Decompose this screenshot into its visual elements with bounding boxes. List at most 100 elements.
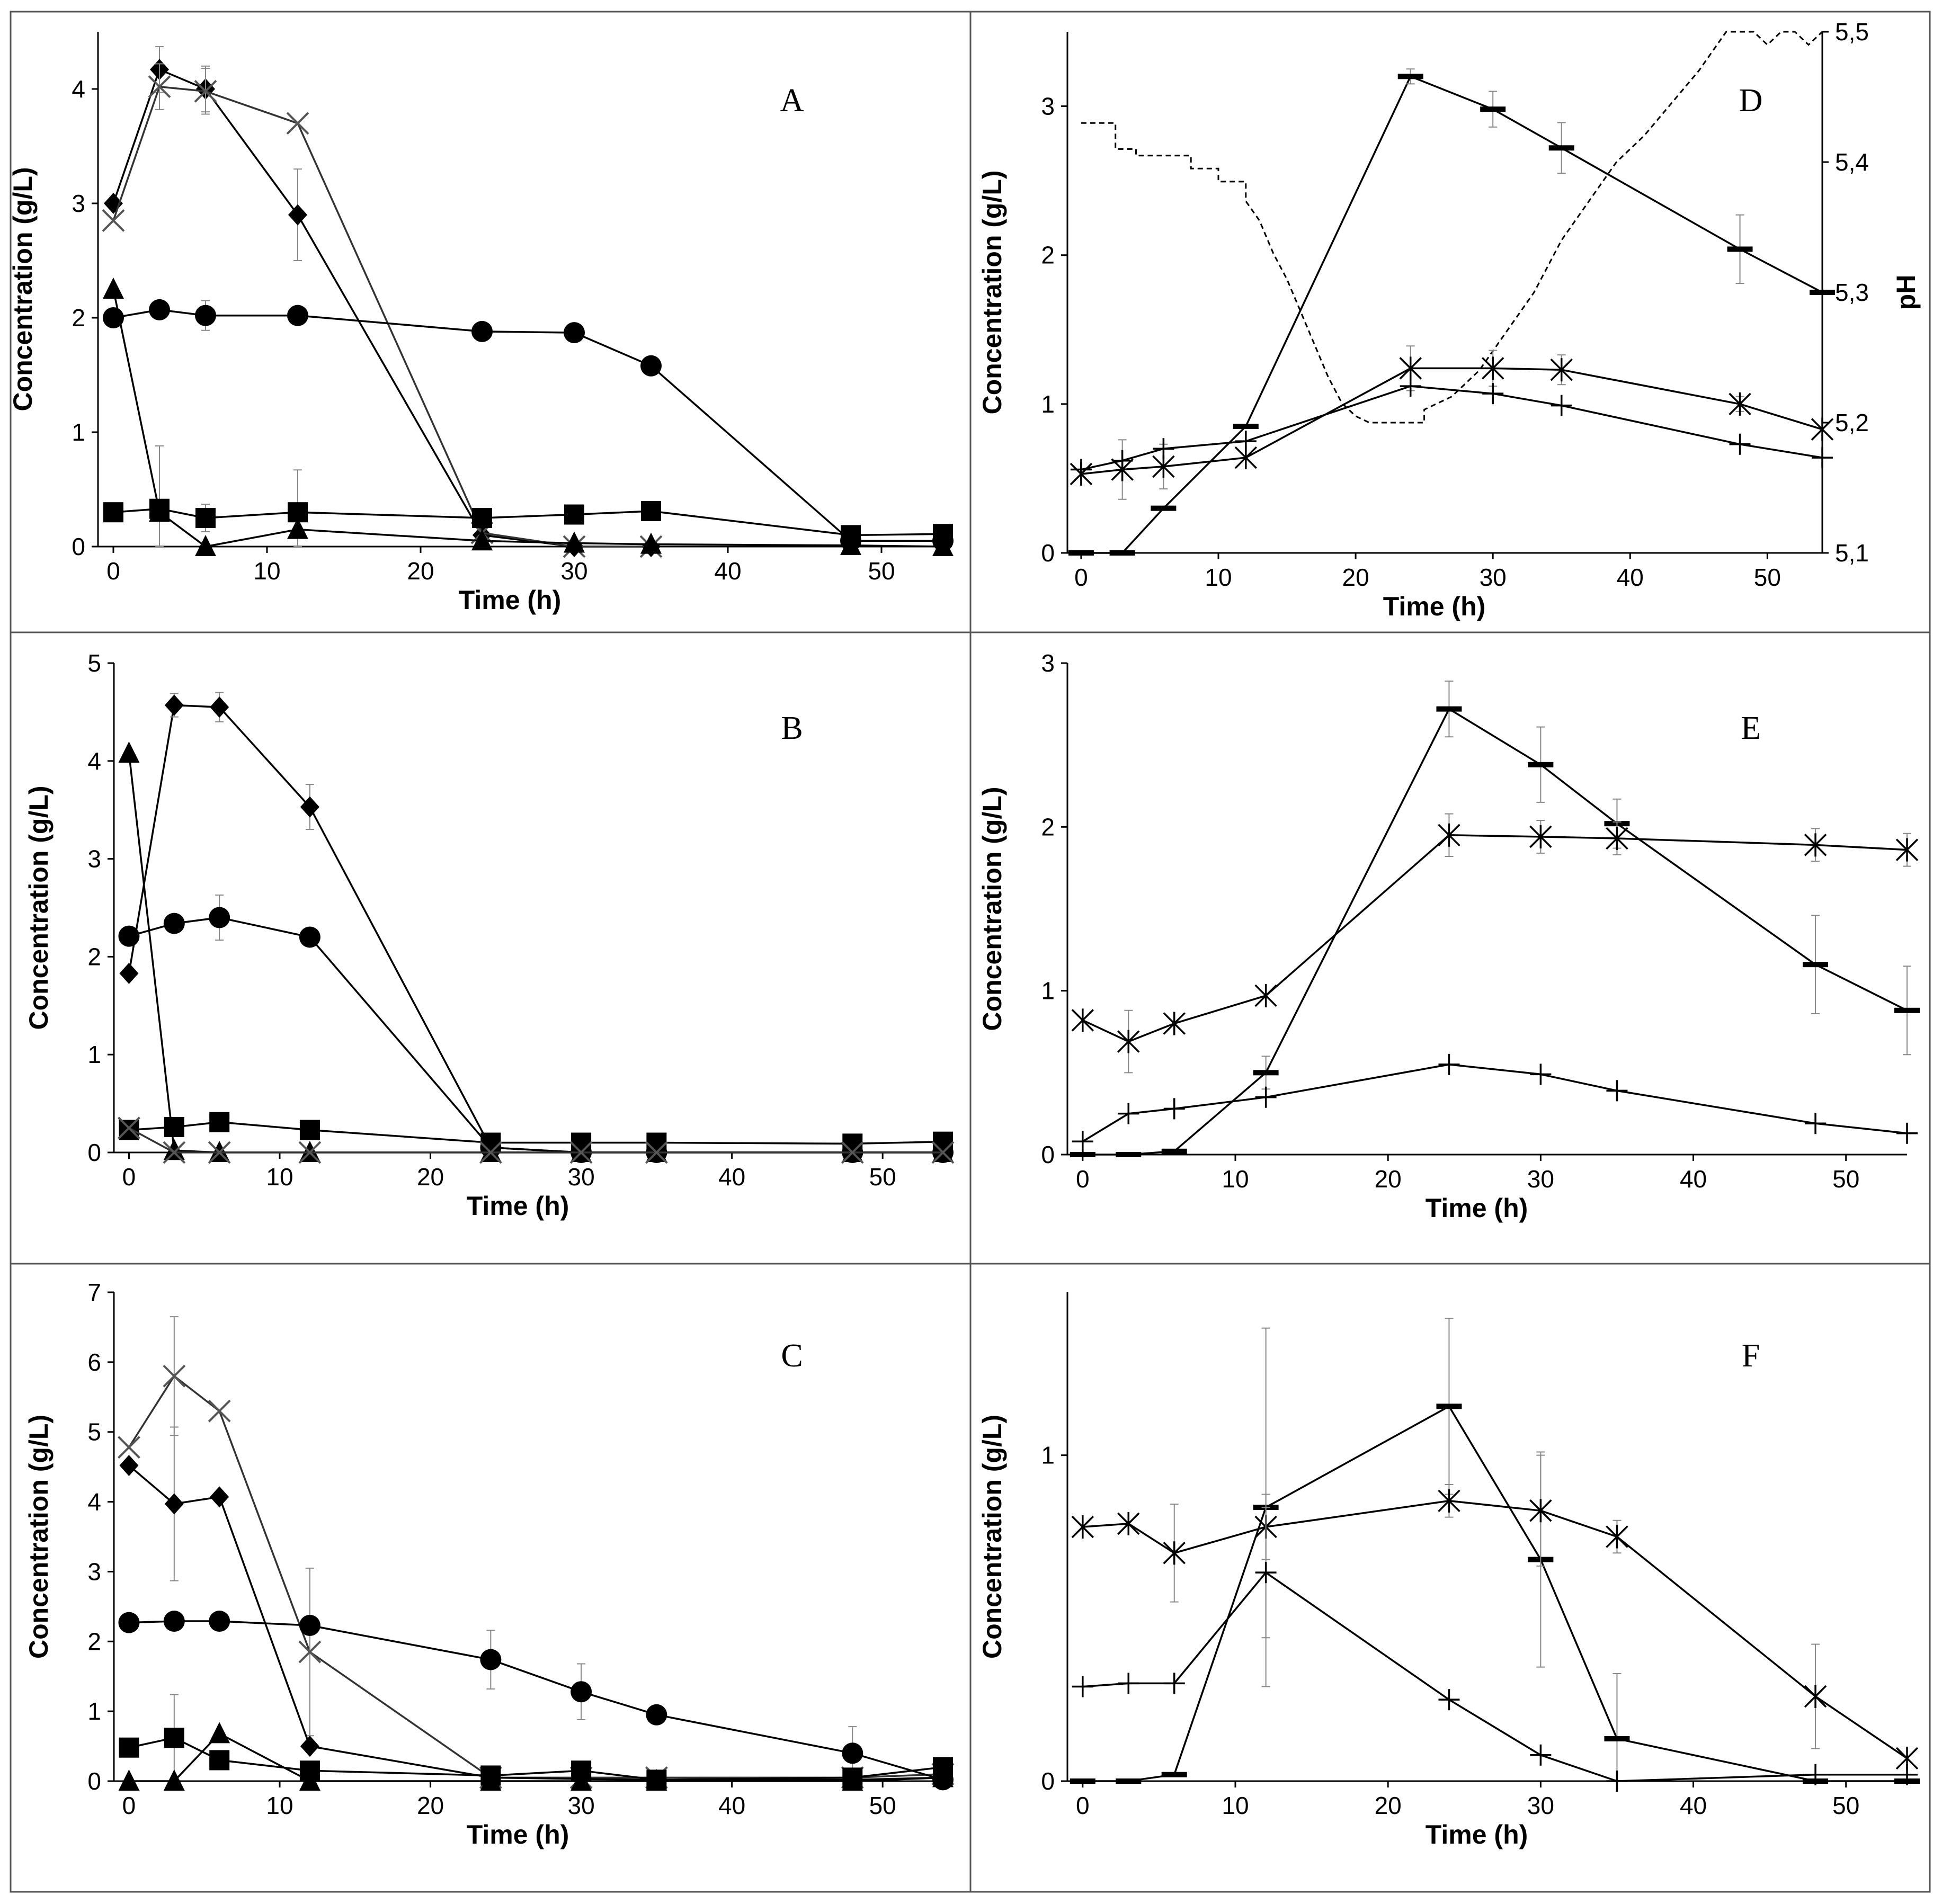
- cross-stroke: [148, 75, 171, 99]
- data-point-dash: [1604, 1736, 1630, 1742]
- data-point-circle: [209, 1611, 230, 1632]
- cross-stroke: [569, 1141, 593, 1164]
- x-tick-label: 40: [1680, 1792, 1707, 1819]
- panel-label: F: [1742, 1338, 1760, 1374]
- series-line: [128, 1127, 943, 1154]
- data-point-circle: [118, 925, 140, 947]
- y-tick-label: 3: [72, 190, 85, 217]
- data-point-circle: [480, 1649, 502, 1670]
- data-point-diamond: [119, 1455, 139, 1477]
- data-point-cross: [298, 1640, 322, 1664]
- data-point-circle: [163, 1611, 185, 1632]
- x-tick-label: 10: [253, 557, 280, 585]
- cross-stroke: [208, 1141, 231, 1164]
- data-point-triangle: [932, 535, 954, 556]
- axes: 0 10 20 30 40 50 0 1 2 3 4 5 6 7 Time (h) Concentration…: [24, 1279, 943, 1849]
- data-point-plus: [1896, 1764, 1918, 1785]
- series-triangle: [118, 1722, 954, 1791]
- series-circle: [118, 1611, 954, 1791]
- data-point-cross: [208, 1399, 231, 1423]
- series-cross: [102, 63, 663, 558]
- axes: 0 10 20 30 40 50 0 1 Time (h) Concentration (g/L): [977, 1292, 1907, 1849]
- series-asterisk: [1070, 345, 1834, 500]
- chart-panel-c: 0 10 20 30 40 50 0 1 2 3 4 5 6 7 Time (h) Concentration…: [24, 1279, 955, 1849]
- y2-axis-label: pH: [1891, 275, 1921, 310]
- data-point-asterisk: [1163, 1012, 1186, 1035]
- data-point-diamond: [119, 962, 139, 984]
- data-point-plus: [1153, 438, 1174, 460]
- cross-stroke: [298, 1141, 322, 1164]
- data-point-plus: [1606, 1771, 1628, 1792]
- data-point-plus: [1812, 447, 1833, 469]
- y-tick-label: 0: [1041, 1141, 1055, 1168]
- chart-panel-e: 0 10 20 30 40 50 0 1 2 3 Time (h) Concentration (g/…: [977, 649, 1920, 1223]
- data-point-cross: [118, 1116, 140, 1140]
- x-tick-label: 50: [1754, 564, 1781, 591]
- data-point-asterisk: [1438, 1489, 1460, 1513]
- chart-panel-b: 0 10 20 30 40 50 0 1 2 3 4 5 Time (h) Concentration (…: [24, 649, 955, 1221]
- data-point-dash: [1528, 762, 1554, 767]
- data-point-plus: [1896, 1122, 1918, 1144]
- series-dash: [1070, 1318, 1920, 1784]
- data-point-diamond: [164, 1493, 184, 1515]
- x-tick-label: 30: [1527, 1165, 1554, 1193]
- data-point-dash: [1894, 1007, 1920, 1013]
- series-line: [128, 704, 943, 1154]
- data-point-diamond: [288, 204, 307, 226]
- y-tick-label: 1: [72, 418, 85, 446]
- series-square: [119, 1694, 953, 1790]
- data-point-asterisk: [1804, 833, 1827, 857]
- y-tick-label: 0: [1041, 539, 1055, 567]
- cross-stroke: [645, 1141, 668, 1164]
- axes: 0 10 20 30 40 50 0 1 2 3 4 Time (h) Concentration (g…: [8, 32, 943, 615]
- x-axis-label: Time (h): [1383, 592, 1486, 621]
- y-axis-label: Concentration (g/L): [977, 1415, 1007, 1659]
- cross-stroke: [163, 1141, 186, 1164]
- data-point-plus: [1438, 1689, 1460, 1711]
- x-tick-label: 0: [1076, 1165, 1090, 1193]
- x-tick-label: 50: [868, 557, 895, 585]
- data-point-triangle: [640, 532, 662, 554]
- y-tick-label: 2: [87, 943, 101, 970]
- y2-tick-label: 5,3: [1835, 279, 1869, 306]
- data-point-dash: [1161, 1772, 1187, 1777]
- data-point-cross: [569, 1141, 593, 1164]
- data-point-diamond: [210, 696, 229, 718]
- cross-stroke: [194, 79, 217, 103]
- chart-panel-f: 0 10 20 30 40 50 0 1 Time (h) Concentration (g/L)…: [977, 1292, 1920, 1849]
- series-line: [1082, 1063, 1908, 1142]
- x-tick-label: 20: [417, 1792, 444, 1819]
- data-point-plus: [1551, 395, 1572, 416]
- data-point-square: [209, 1750, 230, 1771]
- data-point-circle: [209, 907, 230, 928]
- panel-label: C: [781, 1338, 803, 1374]
- chart-panel-d: 0 10 20 30 40 50 0 1 2 3 Time (h) Concentration (g/…: [977, 18, 1921, 621]
- x-tick-label: 40: [1680, 1165, 1707, 1193]
- data-point-cross: [645, 1141, 668, 1164]
- panel-label: E: [1741, 710, 1761, 746]
- data-point-asterisk: [1117, 1030, 1140, 1053]
- data-point-dash: [1480, 106, 1506, 112]
- series-square: [119, 1112, 953, 1154]
- x-tick-label: 10: [1205, 564, 1232, 591]
- data-point-asterisk: [1481, 356, 1504, 380]
- data-point-square: [103, 502, 123, 523]
- y-axis-label: Concentration (g/L): [8, 167, 38, 411]
- x-tick-label: 20: [1342, 564, 1369, 591]
- panel-label: D: [1739, 83, 1763, 119]
- axes: 0 10 20 30 40 50 0 1 2 3 4 5 Time (h) Concentration (…: [24, 649, 943, 1221]
- data-point-circle: [471, 320, 493, 342]
- y-tick-label: 0: [72, 533, 85, 560]
- series-line: [112, 68, 651, 548]
- data-point-dash: [1116, 1778, 1142, 1784]
- y-tick-label: 1: [1041, 977, 1055, 1005]
- x-tick-label: 10: [266, 1792, 293, 1819]
- data-point-dash: [1161, 1148, 1187, 1154]
- data-point-triangle: [118, 1769, 140, 1791]
- data-point-circle: [299, 1614, 320, 1636]
- data-point-plus: [1482, 383, 1504, 405]
- data-point-cross: [208, 1141, 231, 1164]
- series-line: [1081, 75, 1823, 554]
- y-axis-label: Concentration (g/L): [24, 785, 54, 1030]
